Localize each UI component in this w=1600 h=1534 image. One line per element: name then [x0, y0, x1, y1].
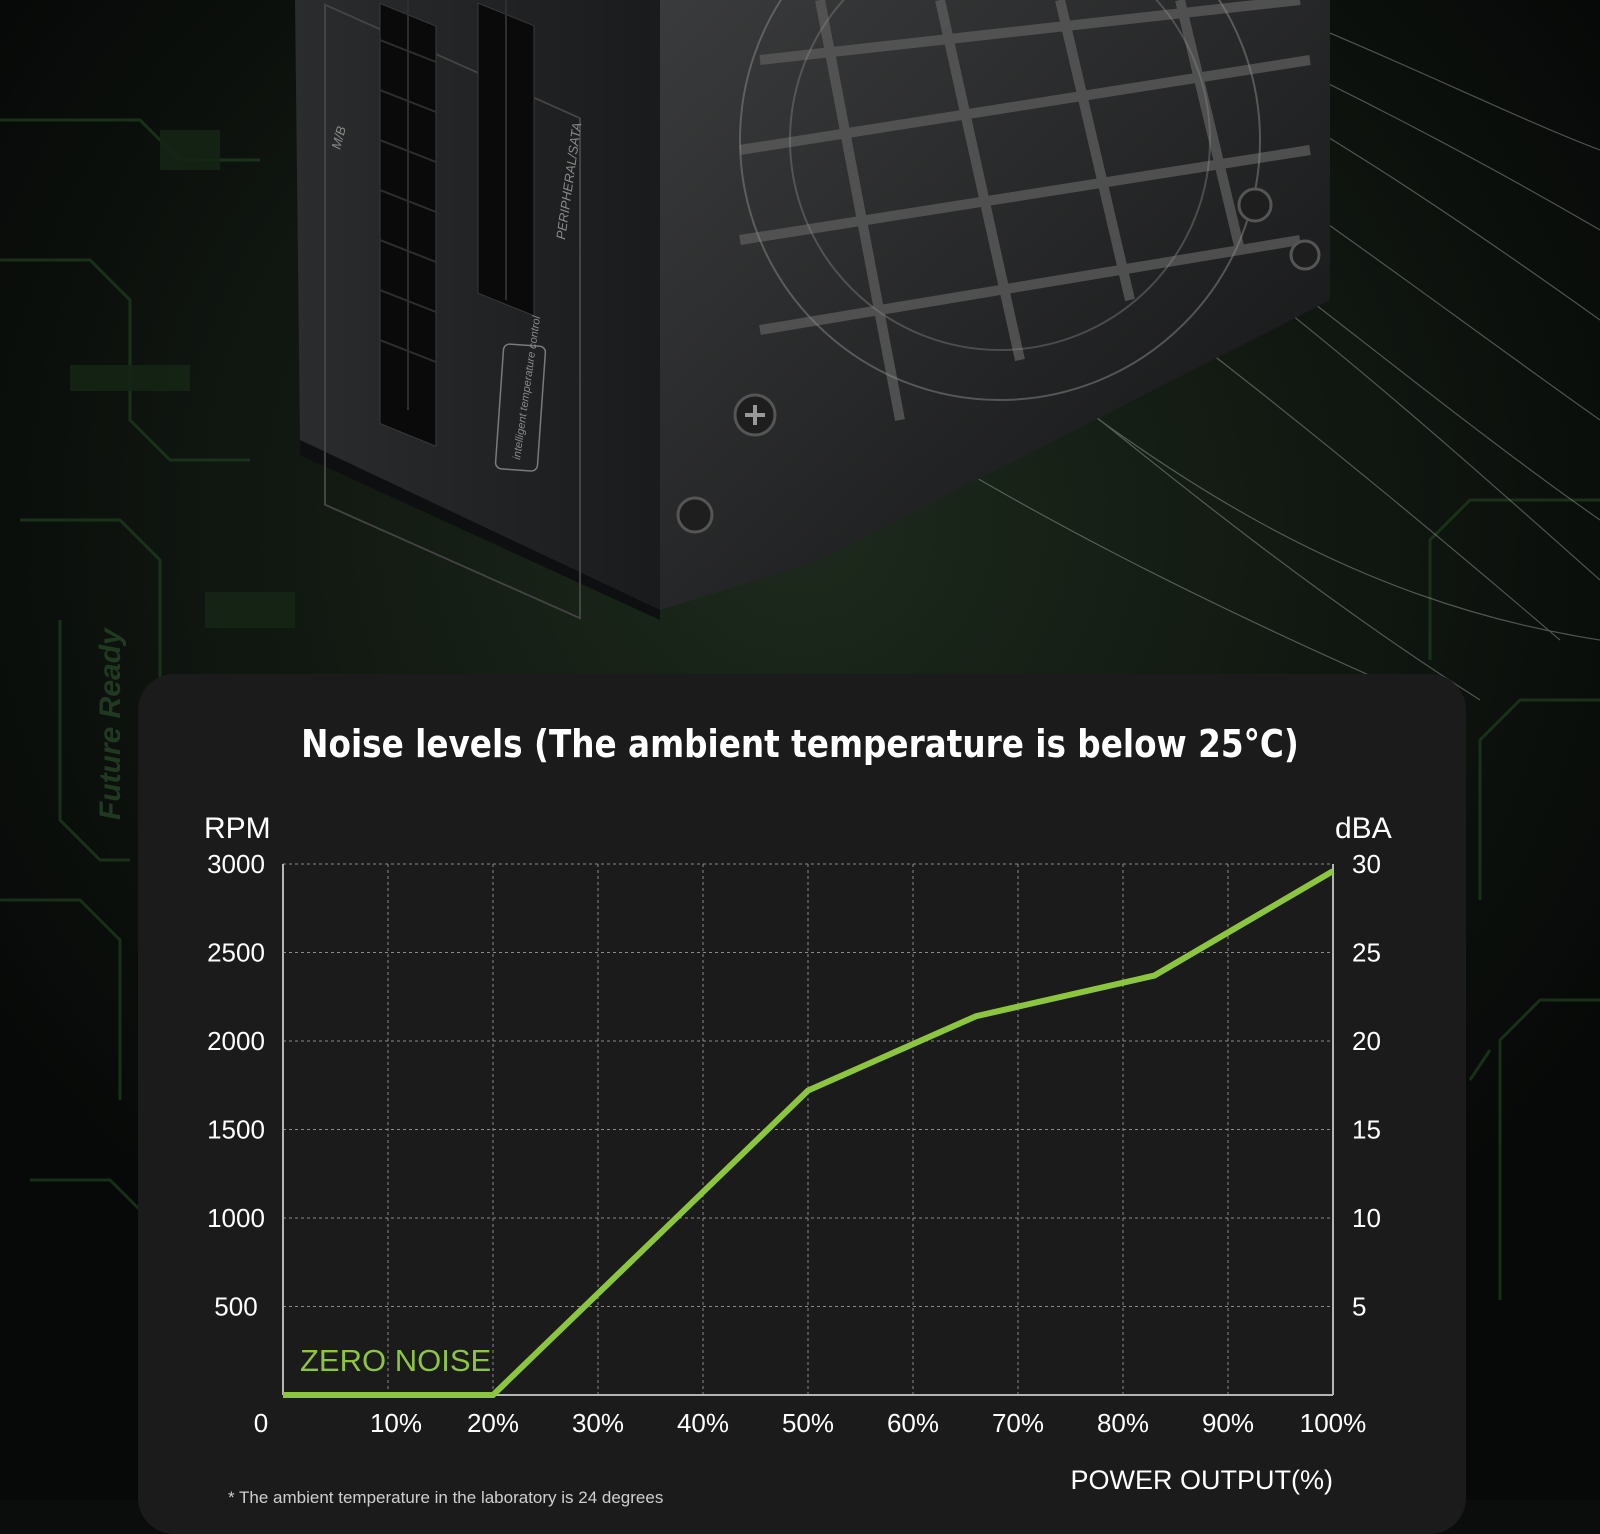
x-tick-label: 80%	[1097, 1408, 1149, 1438]
y-tick-label-left: 3000	[207, 849, 265, 879]
chart-title: Noise levels (The ambient temperature is…	[301, 722, 1299, 766]
future-ready-label: Future Ready	[94, 627, 127, 820]
y-tick-label-right: 5	[1352, 1292, 1366, 1322]
x-tick-label: 70%	[992, 1408, 1044, 1438]
x-tick-label: 20%	[467, 1408, 519, 1438]
x-tick-label: 50%	[782, 1408, 834, 1438]
y-tick-label-left: 1500	[207, 1115, 265, 1145]
y-tick-label-right: 25	[1352, 938, 1381, 968]
footnote: * The ambient temperature in the laborat…	[228, 1488, 664, 1507]
noise-line-chart: 500 1000 1500 2000 2500 3000 5 10 15 20 25 30 10% 20%…	[204, 812, 1392, 1495]
chart-card	[138, 674, 1466, 1534]
x-tick-label: 100%	[1300, 1408, 1367, 1438]
y-axis-title-right: dBA	[1335, 812, 1392, 845]
origin-label: 0	[254, 1408, 268, 1438]
x-tick-label: 30%	[572, 1408, 624, 1438]
zero-noise-annotation: ZERO NOISE	[300, 1343, 491, 1378]
y-tick-label-left: 2500	[207, 938, 265, 968]
x-axis-title: POWER OUTPUT(%)	[1071, 1465, 1334, 1495]
y-tick-label-left: 1000	[207, 1203, 265, 1233]
x-tick-label: 10%	[370, 1408, 422, 1438]
circuit-traces	[0, 118, 1600, 1400]
y-tick-label-right: 30	[1352, 849, 1381, 879]
y-tick-label-left: 500	[214, 1292, 257, 1322]
noise-curve-line	[283, 868, 1335, 1398]
x-tick-label: 60%	[887, 1408, 939, 1438]
y-tick-label-right: 15	[1352, 1115, 1381, 1145]
y-tick-label-left: 2000	[207, 1026, 265, 1056]
x-tick-label: 40%	[677, 1408, 729, 1438]
y-tick-label-right: 20	[1352, 1026, 1381, 1056]
mb-label: M/B	[328, 124, 349, 151]
y-tick-label-right: 10	[1352, 1203, 1381, 1233]
x-tick-label: 90%	[1202, 1408, 1254, 1438]
fan-grille	[739, 0, 1311, 421]
psu-unit: M/B PERIPHERAL/SATA intelligent temperat…	[295, 0, 1330, 620]
y-axis-title-left: RPM	[204, 812, 271, 845]
